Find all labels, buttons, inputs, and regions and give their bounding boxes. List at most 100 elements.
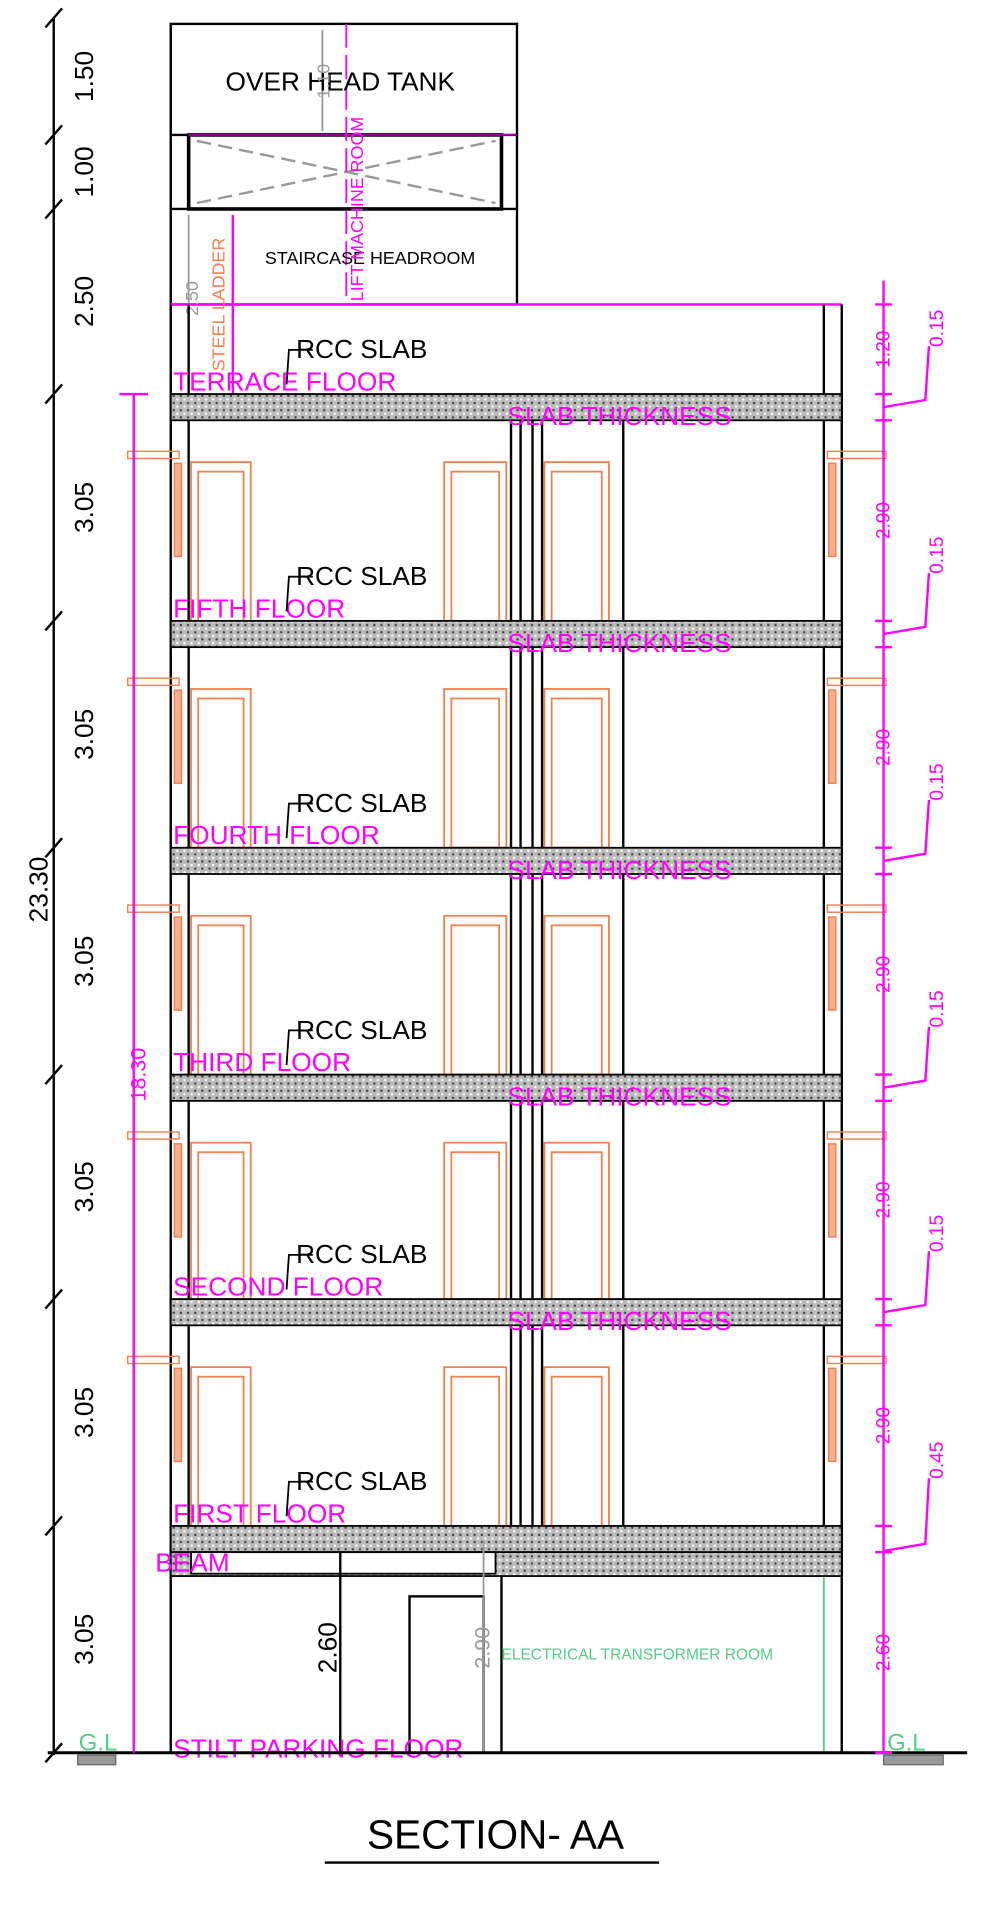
gl-label: G.L — [79, 1729, 117, 1756]
stilt-dim: 2.60 — [313, 1622, 343, 1673]
window — [127, 450, 180, 460]
leader — [285, 348, 313, 385]
floor-label: TERRACE FLOOR — [173, 366, 396, 396]
window — [173, 916, 183, 1011]
floor-label: THIRD FLOOR — [173, 1047, 351, 1077]
leader — [883, 799, 931, 863]
window — [827, 1367, 837, 1463]
door-inner — [450, 470, 500, 622]
line — [44, 610, 63, 632]
left-dim: 3.05 — [69, 1161, 99, 1212]
window — [827, 689, 837, 784]
ground-hatch — [882, 1754, 944, 1766]
door — [543, 1366, 610, 1527]
rcc-label: RCC SLAB — [296, 1015, 427, 1045]
tank-dim: 1.10 — [314, 64, 334, 99]
window — [173, 1143, 183, 1238]
slab-label: SLAB THICKNESS — [507, 855, 731, 885]
window — [826, 1355, 887, 1365]
line — [44, 1064, 63, 1085]
left-dim: 3.05 — [69, 709, 99, 760]
slab-dim: 0.15 — [927, 537, 948, 574]
slab — [169, 1298, 843, 1327]
leader — [285, 802, 313, 839]
door — [543, 461, 610, 622]
line — [44, 1515, 63, 1537]
floor-label: FIRST FLOOR — [173, 1498, 346, 1528]
door-inner — [550, 1151, 603, 1300]
slab — [169, 393, 843, 422]
left-dim: 3.05 — [69, 1387, 99, 1438]
door-inner — [550, 924, 603, 1076]
leader — [883, 346, 931, 409]
slab-label: SLAB THICKNESS — [507, 1082, 731, 1112]
window — [826, 904, 887, 913]
title: SECTION- AA — [367, 1811, 624, 1857]
left-dim: 3.05 — [69, 936, 99, 987]
window — [827, 916, 837, 1011]
leader — [285, 1480, 313, 1517]
rcc-label: RCC SLAB — [296, 1239, 427, 1269]
window — [127, 904, 180, 913]
line — [44, 1288, 63, 1310]
door — [543, 688, 610, 849]
clear-dim: 2.90 — [874, 729, 895, 766]
lift-label: LIFT MACHINE ROOM — [347, 117, 367, 302]
total-dim: 23.30 — [24, 857, 54, 923]
ladder-dim: 2.50 — [182, 281, 202, 316]
headroom-label: STAIRCASE HEADROOM — [265, 248, 475, 268]
line — [44, 124, 63, 146]
leader — [285, 1253, 313, 1290]
door-inner — [550, 697, 603, 849]
window — [826, 677, 887, 687]
door-inner — [450, 697, 500, 849]
transformer-label: ELECTRICAL TRANSFORMER ROOM — [501, 1647, 773, 1664]
line — [44, 7, 63, 29]
slab-dim: 0.15 — [927, 990, 948, 1027]
clear-dim: 2.90 — [874, 1407, 895, 1444]
line — [44, 383, 63, 405]
left-dim: 1.00 — [69, 146, 99, 197]
left-dim: 3.05 — [69, 1614, 99, 1665]
leader — [285, 575, 313, 612]
line — [44, 198, 63, 220]
slab-label: SLAB THICKNESS — [507, 401, 731, 431]
rcc-label: RCC SLAB — [296, 334, 427, 364]
slab — [169, 1525, 843, 1554]
window — [127, 677, 180, 687]
stilt-dim: 2.90 — [471, 1627, 495, 1669]
clear-dim: 2.90 — [874, 956, 895, 993]
clear-dim: 2.90 — [874, 1181, 895, 1218]
door-inner — [550, 1375, 603, 1527]
stilt-label: STILT PARKING FLOOR — [173, 1734, 463, 1764]
floor-label: FOURTH FLOOR — [173, 820, 380, 850]
door-inner — [550, 470, 603, 622]
window — [173, 1367, 183, 1463]
door — [443, 688, 508, 849]
slab — [169, 846, 843, 875]
window — [173, 462, 183, 558]
rcc-label: RCC SLAB — [296, 561, 427, 591]
slab — [169, 619, 843, 649]
slab-dim: 0.15 — [927, 763, 948, 800]
window — [827, 1143, 837, 1238]
clear-dim: 2.60 — [874, 1634, 895, 1671]
door — [543, 914, 610, 1076]
leader — [883, 573, 931, 636]
left-dim: 1.50 — [69, 51, 99, 102]
leader — [285, 1029, 313, 1066]
rect — [408, 1595, 485, 1754]
door — [443, 461, 508, 622]
slab-label: SLAB THICKNESS — [507, 1306, 731, 1336]
line — [44, 1742, 63, 1764]
door-inner — [450, 1151, 500, 1300]
clear-dim: 1.20 — [874, 331, 895, 368]
window — [173, 689, 183, 784]
gl-label: G.L — [887, 1729, 925, 1756]
leader — [883, 1026, 931, 1089]
rcc-label: RCC SLAB — [296, 1466, 427, 1496]
window — [127, 1355, 180, 1365]
tank-label: OVER HEAD TANK — [226, 67, 456, 97]
beam-label: BEAM — [155, 1547, 229, 1577]
left-dim: 2.50 — [69, 276, 99, 327]
